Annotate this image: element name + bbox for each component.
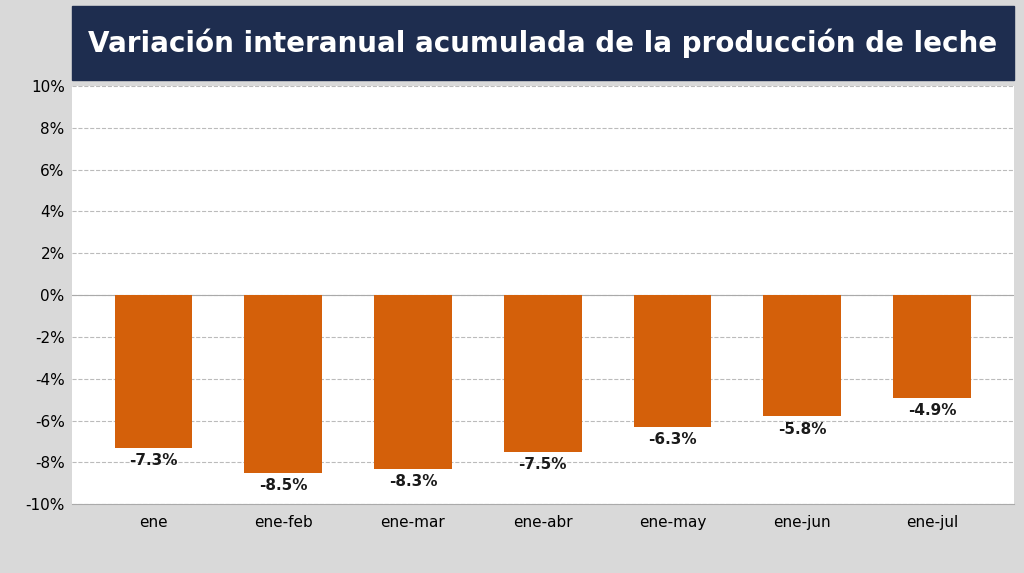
Text: -5.8%: -5.8%: [778, 422, 826, 437]
Bar: [634, 295, 712, 427]
Bar: [763, 295, 841, 417]
Text: -8.3%: -8.3%: [389, 474, 437, 489]
Text: -8.5%: -8.5%: [259, 478, 307, 493]
Text: -4.9%: -4.9%: [907, 403, 956, 418]
Bar: [245, 295, 323, 473]
Text: Variación interanual acumulada de la producción de leche: Variación interanual acumulada de la pro…: [88, 28, 997, 58]
Text: -7.3%: -7.3%: [129, 453, 178, 468]
Bar: [115, 295, 193, 448]
Text: -6.3%: -6.3%: [648, 432, 696, 447]
Text: -7.5%: -7.5%: [518, 457, 567, 472]
Bar: [504, 295, 582, 452]
Bar: [374, 295, 452, 469]
Bar: [893, 295, 971, 398]
